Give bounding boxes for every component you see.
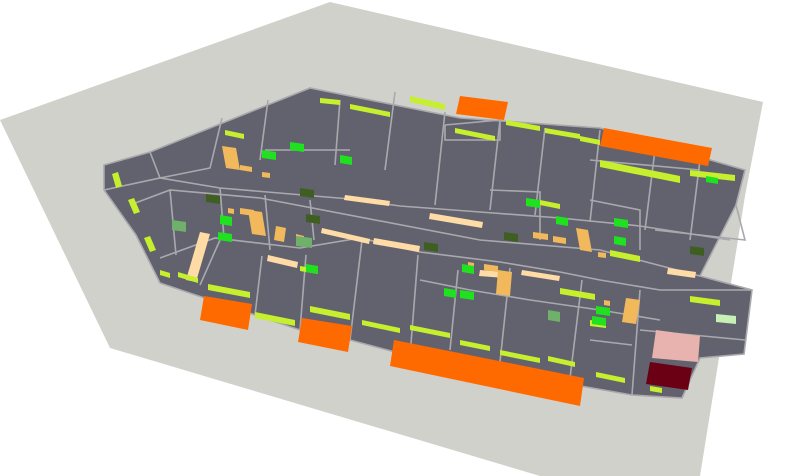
- storage-units: [172, 188, 704, 322]
- east-wing-rooms: [646, 314, 736, 390]
- service-blocks: [200, 96, 712, 406]
- workstations: [112, 96, 735, 393]
- corridor-desks: [186, 195, 696, 282]
- meeting-pods: [218, 142, 718, 326]
